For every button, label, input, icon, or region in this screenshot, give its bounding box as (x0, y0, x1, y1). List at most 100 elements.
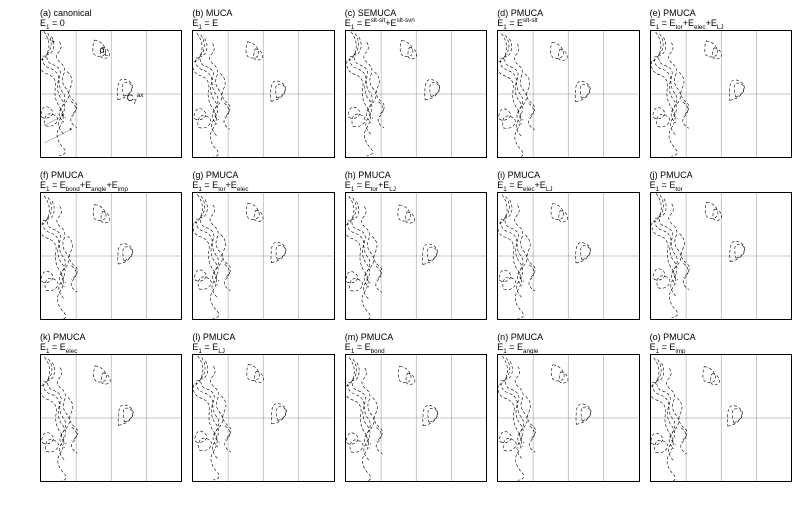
plot-area: -180-90090180ϕ / ° (497, 354, 639, 482)
panel-title: (b) MUCAE1 = E (192, 8, 334, 30)
contours (651, 193, 744, 317)
contours (41, 196, 133, 319)
panel-subtitle: E1 = Ebond+Eangle+Eimp (40, 180, 182, 190)
panel-title: (o) PMUCAE1 = Eimp (650, 332, 792, 354)
panel-title: (d) PMUCAE1 = Eslt-slt (497, 8, 639, 30)
panel-subtitle: E1 = Etor+ELJ (345, 180, 487, 190)
panel-title: (g) PMUCAE1 = Etor+Eelec (192, 170, 334, 192)
panel-tag: (n) PMUCA (497, 332, 543, 342)
contours (41, 357, 133, 481)
plot-area: -180-90090180ψ / °-180-90090180ϕ / ° (650, 354, 792, 482)
contours (41, 31, 132, 155)
panel-tag: (l) PMUCA (192, 332, 235, 342)
panel-title: (c) SEMUCAE1 = Eslt-slt+Eslt-svn (345, 8, 487, 30)
plot-area: -180-90090180ψ / ° (650, 30, 792, 158)
panel-title: (m) PMUCAE1 = Ebond (345, 332, 487, 354)
panel-grid: (a) canonicalE1 = 0C5PIIαLC7axαPαR(b) MU… (40, 8, 792, 482)
contours (193, 194, 286, 318)
panel-tag: (f) PMUCA (40, 170, 84, 180)
panel-title: (a) canonicalE1 = 0 (40, 8, 182, 30)
panel-title: (n) PMUCAE1 = Eangle (497, 332, 639, 354)
plot-svg (193, 31, 333, 157)
panel-n: (n) PMUCAE1 = Eangle-180-90090180ϕ / ° (497, 332, 639, 482)
plot-svg (498, 355, 638, 481)
panel-l: (l) PMUCAE1 = ELJ-180-90090180ϕ / ° (192, 332, 334, 482)
panel-c: (c) SEMUCAE1 = Eslt-slt+Eslt-svn (345, 8, 487, 158)
contours (347, 32, 440, 156)
panel-subtitle: E1 = Eelec (40, 342, 182, 352)
plot-area (345, 192, 487, 320)
panel-m: (m) PMUCAE1 = Ebond-180-90090180ϕ / ° (345, 332, 487, 482)
panel-subtitle: E1 = 0 (40, 18, 182, 28)
panel-tag: (b) MUCA (192, 8, 232, 18)
plot-svg (193, 193, 333, 319)
plot-svg (651, 31, 791, 157)
panel-tag: (h) PMUCA (345, 170, 391, 180)
plot-svg (41, 31, 181, 157)
panel-g: (g) PMUCAE1 = Etor+Eelec (192, 170, 334, 320)
panel-subtitle: E1 = Etor (650, 180, 792, 190)
panel-b: (b) MUCAE1 = E (192, 8, 334, 158)
panel-d: (d) PMUCAE1 = Eslt-slt (497, 8, 639, 158)
panel-title: (e) PMUCAE1 = Etor+Eelec+ELJ (650, 8, 792, 30)
plot-area: C5PIIαLC7axαPαR (40, 30, 182, 158)
plot-svg (193, 355, 333, 481)
plot-svg (651, 193, 791, 319)
contours (498, 356, 591, 480)
plot-area (497, 30, 639, 158)
plot-area (192, 30, 334, 158)
panel-subtitle: E1 = Eimp (650, 342, 792, 352)
panel-i: (i) PMUCAE1 = Eelec+ELJ (497, 170, 639, 320)
contours (498, 195, 591, 319)
panel-title: (k) PMUCAE1 = Eelec (40, 332, 182, 354)
panel-title: (f) PMUCAE1 = Ebond+Eangle+Eimp (40, 170, 182, 192)
plot-area (345, 30, 487, 158)
panel-h: (h) PMUCAE1 = Etor+ELJ (345, 170, 487, 320)
plot-svg (651, 355, 791, 481)
plot-svg (346, 355, 486, 481)
panel-tag: (o) PMUCA (650, 332, 696, 342)
plot-area: -180-90090180ϕ / ° (345, 354, 487, 482)
annotation-C7ax: C7ax (127, 93, 144, 103)
panel-subtitle: E1 = Eslt-slt+Eslt-svn (345, 18, 487, 28)
panel-tag: (j) PMUCA (650, 170, 693, 180)
figure: (a) canonicalE1 = 0C5PIIαLC7axαPαR(b) MU… (40, 8, 792, 508)
plot-area: -180-90090180ϕ / ° (192, 354, 334, 482)
plot-area (497, 192, 639, 320)
panel-j: (j) PMUCAE1 = Etor-180-90090180ψ / ° (650, 170, 792, 320)
contours (194, 356, 287, 480)
plot-svg (41, 355, 181, 481)
panel-tag: (m) PMUCA (345, 332, 394, 342)
panel-e: (e) PMUCAE1 = Etor+Eelec+ELJ-180-9009018… (650, 8, 792, 158)
plot-svg (41, 193, 181, 319)
plot-area (192, 192, 334, 320)
panel-subtitle: E1 = ELJ (192, 342, 334, 352)
panel-subtitle: E1 = Ebond (345, 342, 487, 352)
panel-subtitle: E1 = Eangle (497, 342, 639, 352)
panel-title: (l) PMUCAE1 = ELJ (192, 332, 334, 354)
panel-title: (i) PMUCAE1 = Eelec+ELJ (497, 170, 639, 192)
panel-k: (k) PMUCAE1 = Eelec-180-90090180ϕ / ° (40, 332, 182, 482)
panel-a: (a) canonicalE1 = 0C5PIIαLC7axαPαR (40, 8, 182, 158)
panel-tag: (e) PMUCA (650, 8, 696, 18)
panel-subtitle: E1 = Etor+Eelec+ELJ (650, 18, 792, 28)
panel-subtitle: E1 = Eelec+ELJ (497, 180, 639, 190)
plot-svg (498, 31, 638, 157)
contours (346, 196, 437, 319)
plot-area: -180-90090180ϕ / ° (40, 354, 182, 482)
contours (193, 33, 286, 157)
panel-tag: (g) PMUCA (192, 170, 238, 180)
panel-f: (f) PMUCAE1 = Ebond+Eangle+Eimp (40, 170, 182, 320)
annotation-alphaL: αL (99, 45, 108, 55)
panel-tag: (i) PMUCA (497, 170, 540, 180)
contours (651, 358, 742, 481)
contours (651, 32, 744, 156)
panel-subtitle: E1 = E (192, 18, 334, 28)
contours (346, 357, 438, 481)
panel-tag: (a) canonical (40, 8, 92, 18)
plot-area: -180-90090180ψ / ° (650, 192, 792, 320)
panel-o: (o) PMUCAE1 = Eimp-180-90090180ψ / °-180… (650, 332, 792, 482)
panel-title: (h) PMUCAE1 = Etor+ELJ (345, 170, 487, 192)
panel-title: (j) PMUCAE1 = Etor (650, 170, 792, 192)
plot-svg (346, 31, 486, 157)
